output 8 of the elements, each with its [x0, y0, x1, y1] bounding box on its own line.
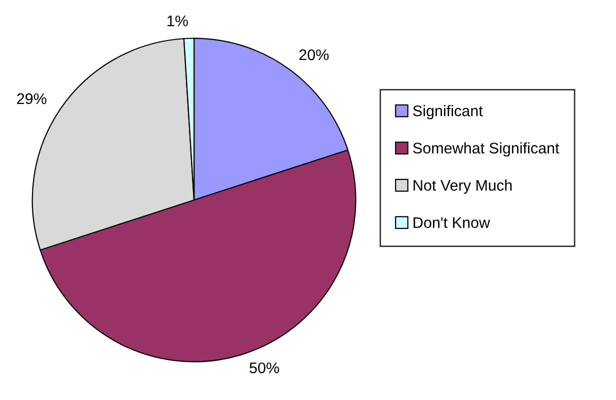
data-label: 1%	[168, 16, 188, 26]
data-label: 20%	[299, 49, 329, 60]
legend-label: Somewhat Significant	[413, 142, 560, 157]
legend-label: Not Very Much	[414, 180, 512, 194]
legend-label: Significant	[413, 105, 483, 120]
data-label: 29%	[17, 93, 46, 104]
legend-label: Don't Know	[414, 217, 490, 228]
data-label: 50%	[250, 362, 280, 374]
